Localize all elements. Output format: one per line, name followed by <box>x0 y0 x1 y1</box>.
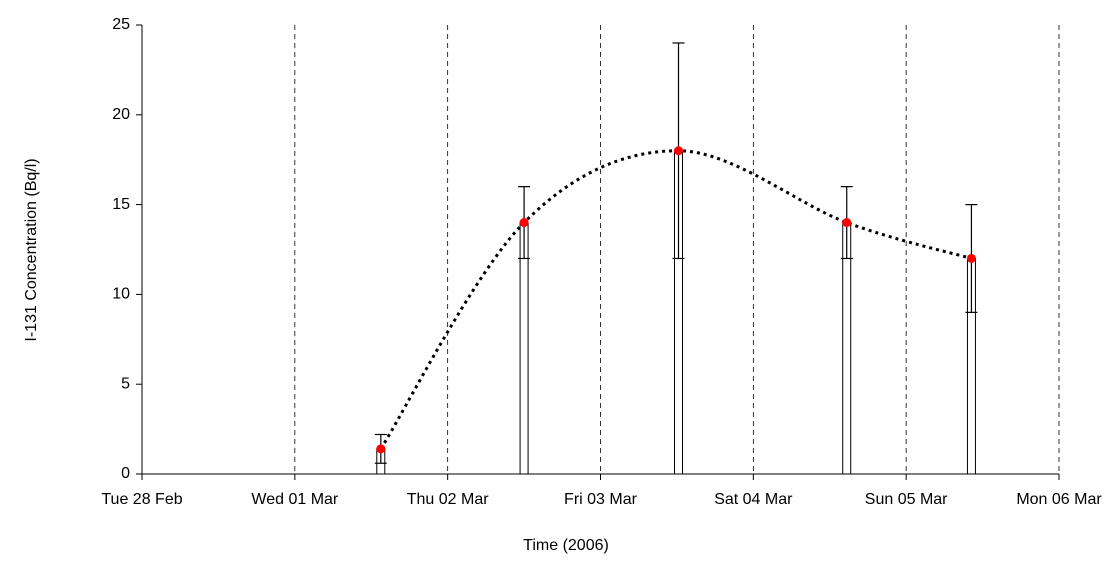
y-tick-label: 5 <box>121 375 130 392</box>
bar <box>842 222 852 475</box>
y-tick-label: 20 <box>112 106 130 123</box>
data-point <box>842 218 852 228</box>
data-point <box>966 253 976 263</box>
bar <box>519 222 529 475</box>
x-tick-label: Fri 03 Mar <box>564 491 638 508</box>
data-point <box>674 146 684 156</box>
trend-line <box>379 149 972 450</box>
y-tick-label: 0 <box>121 465 130 482</box>
x-tick-label: Sat 04 Mar <box>714 491 793 508</box>
data-point <box>519 218 529 228</box>
x-tick-label: Mon 06 Mar <box>1016 491 1102 508</box>
x-axis-title: Time (2006) <box>523 537 609 554</box>
x-tick-label: Wed 01 Mar <box>251 491 339 508</box>
x-tick-label: Thu 02 Mar <box>407 491 489 508</box>
y-axis-title: I-131 Concentration (Bq/l) <box>23 158 40 341</box>
x-tick-label: Tue 28 Feb <box>101 491 182 508</box>
x-tick-label: Sun 05 Mar <box>865 491 948 508</box>
data-point <box>376 444 386 454</box>
y-tick-label: 25 <box>112 16 130 33</box>
y-tick-label: 15 <box>112 196 130 213</box>
y-tick-label: 10 <box>112 286 130 303</box>
